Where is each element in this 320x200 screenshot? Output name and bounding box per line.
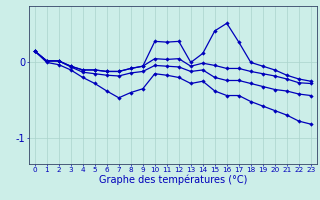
- X-axis label: Graphe des températures (°C): Graphe des températures (°C): [99, 175, 247, 185]
